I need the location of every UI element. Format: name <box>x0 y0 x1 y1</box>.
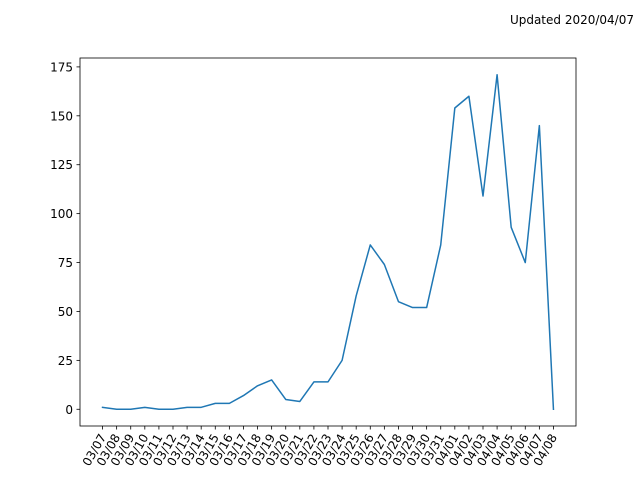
series-line <box>101 73 555 411</box>
y-tick-label: 150 <box>50 109 73 123</box>
axes <box>79 57 577 427</box>
updated-annotation: Updated 2020/04/07 <box>510 13 634 27</box>
plot-frame <box>79 57 577 427</box>
y-axis-ticks: 0 25 50 75 100 125 150 175 <box>50 60 80 417</box>
y-tick-label: 25 <box>58 354 73 368</box>
y-tick-label: 50 <box>58 305 73 319</box>
y-tick-label: 75 <box>58 256 73 270</box>
x-axis-ticks: 03/0703/0803/0903/1003/1103/1203/1303/14… <box>80 426 560 468</box>
y-tick-label: 125 <box>50 158 73 172</box>
y-tick-label: 0 <box>65 403 73 417</box>
y-tick-label: 175 <box>50 60 73 74</box>
y-tick-label: 100 <box>50 207 73 221</box>
